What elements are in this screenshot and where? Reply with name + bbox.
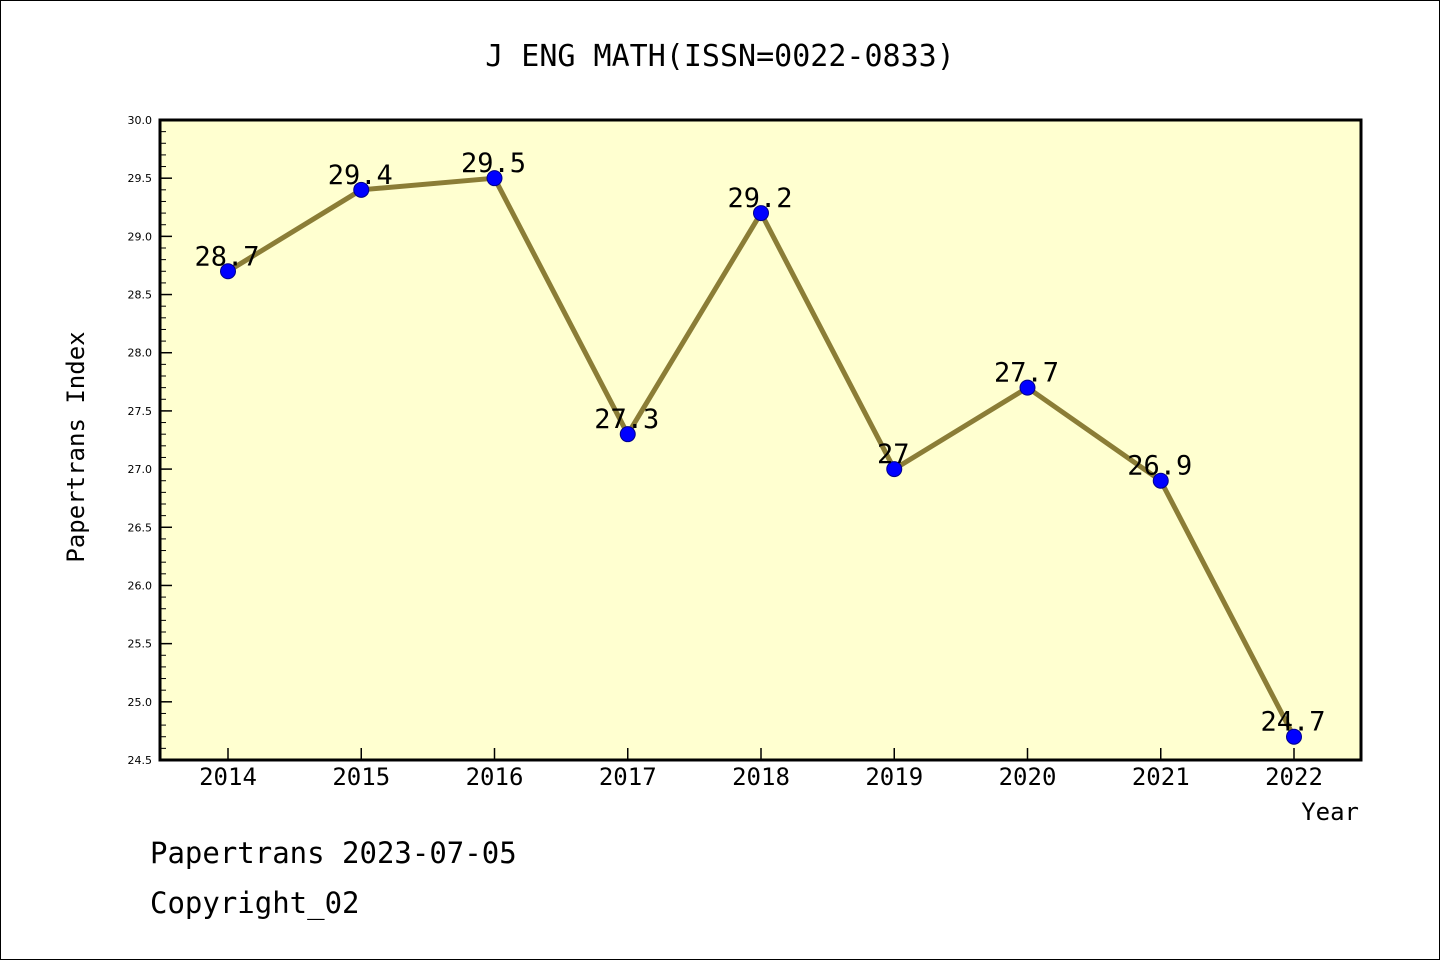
x-tick-label: 2017 bbox=[599, 763, 657, 791]
x-tick-label: 2022 bbox=[1265, 763, 1323, 791]
x-tick-label: 2015 bbox=[332, 763, 390, 791]
y-tick-label: 29.0 bbox=[128, 230, 153, 243]
data-labels: 28.7 29.4 29.5 27.3 29.2 27 27.7 26.9 24.7 bbox=[194, 148, 1325, 738]
y-tick-label: 26.0 bbox=[128, 579, 153, 592]
data-label: 29.4 bbox=[328, 160, 393, 191]
data-point-marker bbox=[886, 461, 903, 478]
footer-date-line: Papertrans 2023-07-05 bbox=[150, 836, 517, 870]
data-point-marker bbox=[353, 181, 370, 198]
y-tick-label: 24.5 bbox=[128, 754, 153, 767]
y-axis-label: Papertrans Index bbox=[62, 331, 90, 562]
data-markers bbox=[220, 170, 1302, 745]
x-tick-label: 2019 bbox=[865, 763, 923, 791]
y-tick-labels: 24.5 25.0 25.5 26.0 26.5 27.0 27.5 28.0 28.5 29.0… bbox=[128, 114, 153, 767]
chart-title: J ENG MATH(ISSN=0022-0833) bbox=[485, 39, 955, 74]
y-tick-label: 25.5 bbox=[128, 638, 153, 651]
y-tick-label: 29.5 bbox=[128, 172, 153, 185]
data-point-marker bbox=[619, 426, 636, 443]
data-label: 26.9 bbox=[1127, 451, 1192, 482]
data-label: 29.5 bbox=[461, 148, 526, 179]
x-tick-label: 2021 bbox=[1132, 763, 1190, 791]
data-point-marker bbox=[486, 170, 503, 187]
data-label: 27.7 bbox=[994, 358, 1059, 389]
y-tick-label: 28.0 bbox=[128, 347, 153, 360]
data-label: 27 bbox=[877, 439, 910, 470]
x-tick-label: 2020 bbox=[999, 763, 1057, 791]
plot-area bbox=[160, 120, 1361, 760]
y-tick-label: 26.5 bbox=[128, 521, 153, 534]
data-point-marker bbox=[1152, 472, 1169, 489]
data-label: 24.7 bbox=[1260, 707, 1325, 738]
x-axis-label: Year bbox=[1301, 798, 1359, 826]
footer-copyright-line: Copyright_02 bbox=[150, 886, 360, 920]
x-tick-label: 2018 bbox=[732, 763, 790, 791]
y-tick-label: 28.5 bbox=[128, 289, 153, 302]
data-point-marker bbox=[1019, 379, 1036, 396]
y-tick-label: 30.0 bbox=[128, 114, 153, 127]
data-point-marker bbox=[1286, 728, 1302, 745]
x-tick-label: 2016 bbox=[466, 763, 524, 791]
data-label: 29.2 bbox=[727, 183, 792, 214]
data-label: 27.3 bbox=[594, 404, 659, 435]
data-point-marker bbox=[220, 263, 236, 280]
data-label: 28.7 bbox=[194, 241, 259, 272]
x-ticks bbox=[227, 748, 1295, 760]
y-tick-label: 27.5 bbox=[128, 405, 153, 418]
x-tick-label: 2014 bbox=[199, 763, 257, 791]
data-point-marker bbox=[753, 205, 769, 222]
y-tick-label: 25.0 bbox=[128, 696, 153, 709]
plot-border bbox=[158, 118, 1363, 762]
y-tick-label: 27.0 bbox=[128, 463, 153, 476]
x-tick-labels: 2014 2015 2016 2017 2018 2019 2020 2021 2022 bbox=[199, 763, 1323, 791]
